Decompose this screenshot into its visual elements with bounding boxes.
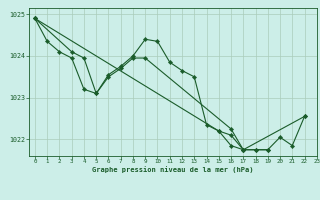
X-axis label: Graphe pression niveau de la mer (hPa): Graphe pression niveau de la mer (hPa): [92, 166, 253, 173]
